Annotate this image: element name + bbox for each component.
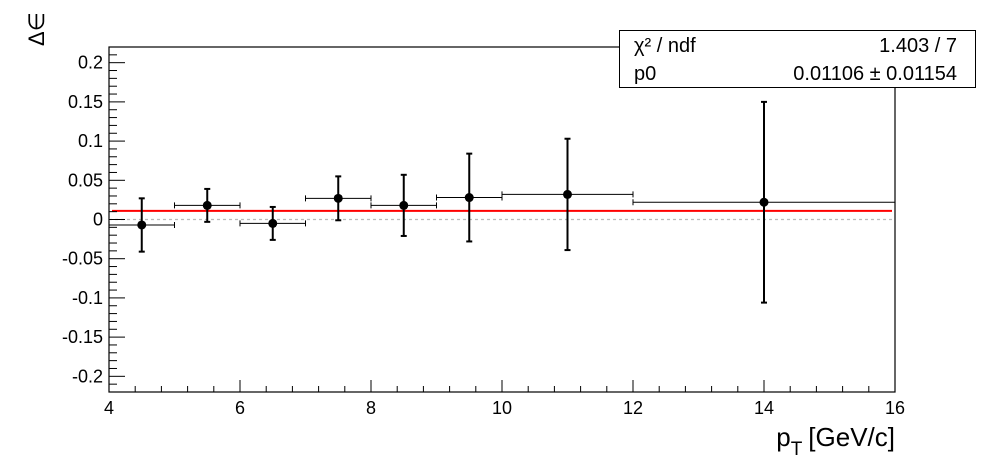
x-tick-label: 12 — [623, 398, 643, 418]
data-point — [464, 193, 474, 203]
stats-row-p0: p0 0.01106 ± 0.01154 — [634, 61, 957, 87]
y-tick-label: -0.2 — [72, 366, 103, 386]
stats-chi2-label: χ² / ndf — [634, 35, 696, 57]
data-point — [202, 200, 212, 210]
data-point — [333, 193, 343, 203]
y-tick-label: 0.2 — [78, 53, 103, 73]
x-tick-label: 16 — [885, 398, 905, 418]
y-tick-label: 0 — [93, 210, 103, 230]
y-tick-label: -0.05 — [62, 249, 103, 269]
y-tick-label: 0.1 — [78, 131, 103, 151]
stats-p0-label: p0 — [634, 63, 657, 85]
data-point — [399, 200, 409, 210]
y-tick-label: 0.15 — [68, 92, 103, 112]
data-point — [268, 218, 278, 228]
y-tick-label: 0.05 — [68, 170, 103, 190]
x-axis-label-unit: [GeV/c] — [808, 422, 895, 452]
y-tick-label: -0.1 — [72, 288, 103, 308]
stats-row-chi2: χ² / ndf 1.403 / 7 — [634, 33, 957, 59]
y-axis-label: Δ∈ — [24, 12, 49, 46]
x-tick-label: 8 — [366, 398, 376, 418]
stats-p0-value: 0.01106 ± 0.01154 — [793, 63, 957, 85]
x-tick-label: 6 — [235, 398, 245, 418]
x-axis-label-main: p — [776, 422, 790, 452]
x-axis-label-sub: T — [791, 439, 803, 460]
x-axis-label: pT [GeV/c] — [776, 422, 895, 460]
data-point — [137, 220, 147, 230]
x-tick-label: 14 — [754, 398, 774, 418]
x-tick-label: 10 — [492, 398, 512, 418]
fit-stats-box: χ² / ndf 1.403 / 7 p0 0.01106 ± 0.01154 — [619, 30, 976, 88]
x-tick-label: 4 — [104, 398, 114, 418]
data-point — [759, 197, 769, 207]
y-tick-label: -0.15 — [62, 327, 103, 347]
data-point — [563, 189, 572, 199]
stats-chi2-value: 1.403 / 7 — [879, 35, 957, 57]
